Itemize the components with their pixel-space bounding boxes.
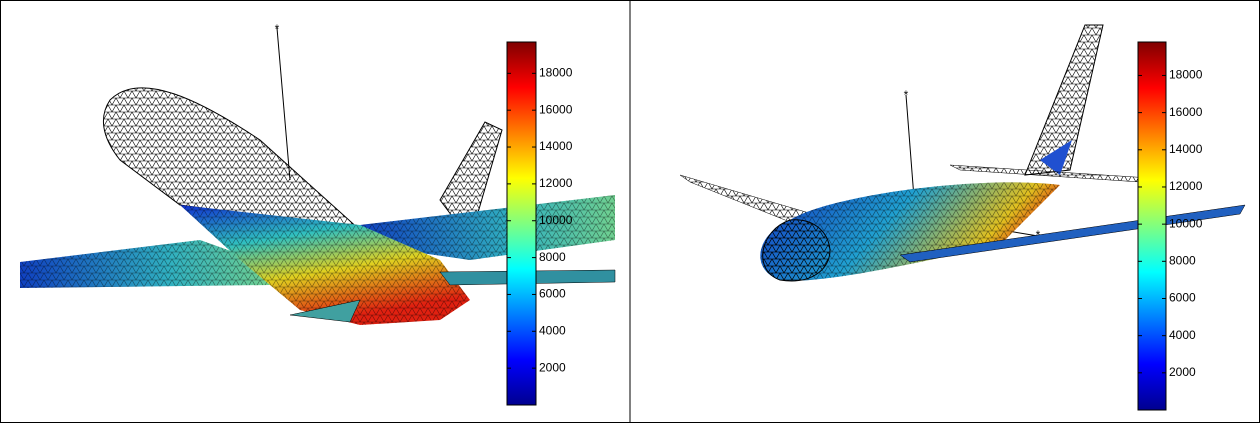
probe-star: * <box>275 22 280 36</box>
tick-label: 16000 <box>1169 105 1203 119</box>
tick-label: 2000 <box>1169 365 1196 379</box>
tick-label: 10000 <box>539 213 573 227</box>
tick-label: 4000 <box>1169 328 1196 342</box>
tick-label: 14000 <box>1169 142 1203 156</box>
page: * * * 2000400060008000100001200014000160… <box>0 0 1260 423</box>
tick-label: 6000 <box>1169 291 1196 305</box>
tick-label: 12000 <box>539 176 573 190</box>
tick-label: 14000 <box>539 139 573 153</box>
tick-label: 8000 <box>1169 253 1196 267</box>
colorbar-fill <box>507 42 536 405</box>
probe-star: * <box>904 88 909 102</box>
tick-label: 16000 <box>539 102 573 116</box>
tick-label: 8000 <box>539 250 566 264</box>
tick-label: 12000 <box>1169 179 1203 193</box>
tick-label: 4000 <box>539 323 566 337</box>
tick-label: 6000 <box>539 287 566 301</box>
tick-label: 18000 <box>1169 68 1203 82</box>
colorbar-fill <box>1138 42 1166 410</box>
tick-label: 10000 <box>1169 216 1203 230</box>
tick-label: 18000 <box>539 65 573 79</box>
tick-label: 2000 <box>539 360 566 374</box>
figure: * * * 2000400060008000100001200014000160… <box>0 0 1260 423</box>
